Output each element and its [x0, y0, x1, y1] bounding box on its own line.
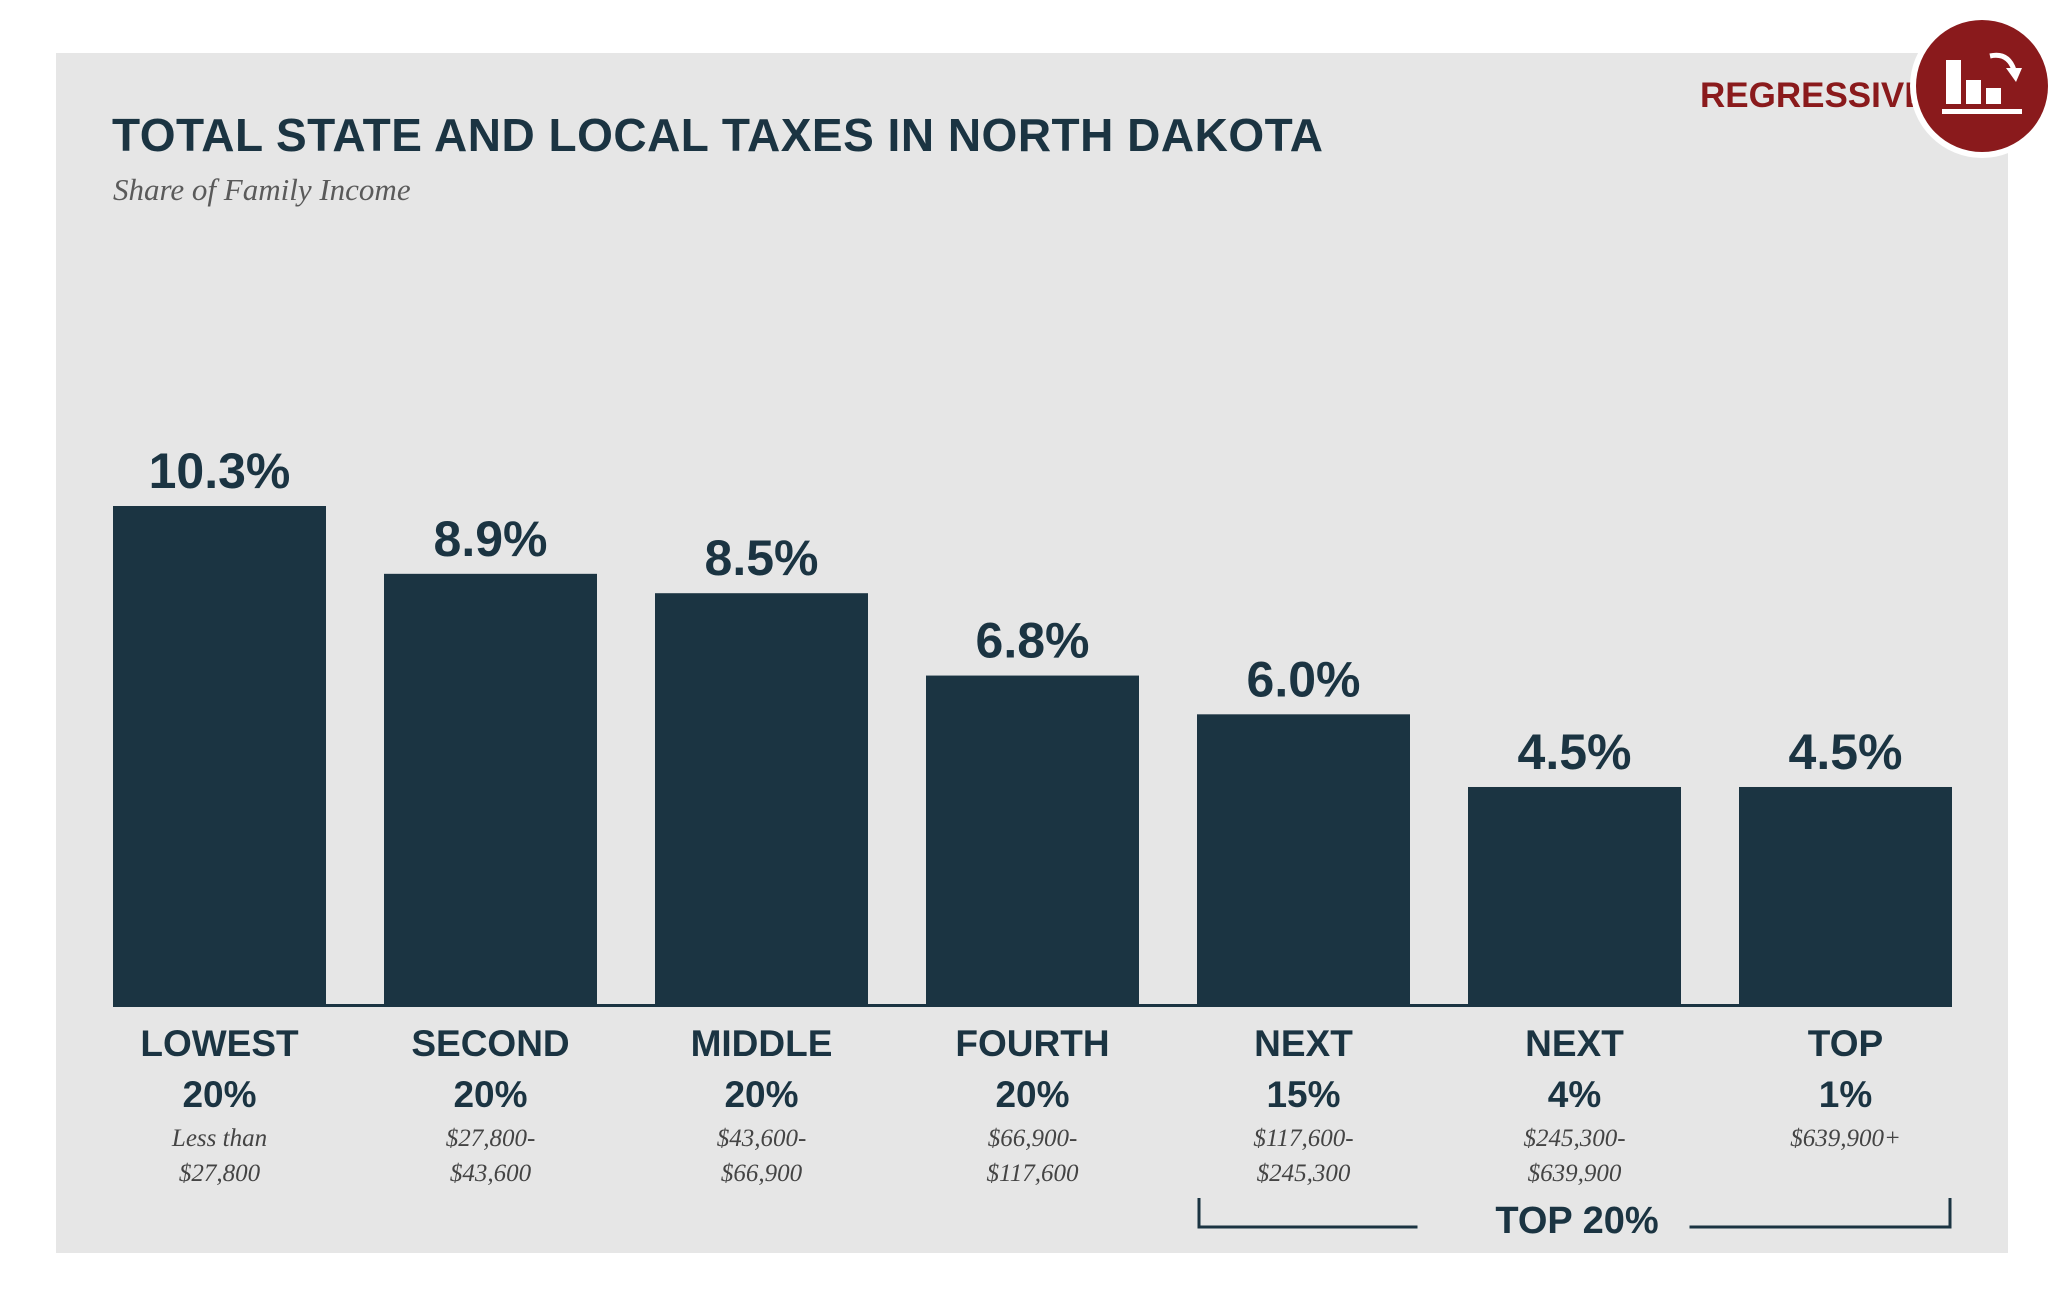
category-share-6: 4% — [1548, 1074, 1601, 1115]
bar-1 — [113, 506, 326, 1005]
regressive-bar-chart-icon — [1910, 14, 2054, 158]
regressive-label: REGRESSIVE — [1700, 76, 1928, 115]
value-label-7: 4.5% — [1789, 724, 1903, 780]
income-range-line1-4: $66,900- — [988, 1125, 1078, 1152]
category-label-7: TOP — [1808, 1023, 1883, 1064]
bar-7 — [1739, 786, 1952, 1005]
value-label-6: 4.5% — [1518, 724, 1632, 780]
bar-3 — [655, 593, 868, 1005]
income-range-line2-3: $66,900 — [721, 1160, 803, 1187]
category-share-4: 20% — [995, 1074, 1069, 1115]
income-range-line1-1: Less than — [171, 1125, 267, 1152]
value-label-4: 6.8% — [976, 613, 1090, 669]
value-label-3: 8.5% — [705, 530, 819, 586]
category-share-5: 15% — [1266, 1074, 1340, 1115]
value-label-1: 10.3% — [149, 443, 291, 499]
category-label-1: LOWEST — [140, 1023, 299, 1064]
bar-2 — [384, 573, 597, 1005]
category-share-2: 20% — [453, 1074, 527, 1115]
income-range-line1-5: $117,600- — [1253, 1125, 1353, 1152]
category-label-2: SECOND — [411, 1023, 569, 1064]
top-20-bracket-left — [1197, 1198, 1418, 1229]
category-share-7: 1% — [1819, 1074, 1872, 1115]
category-share-3: 20% — [724, 1074, 798, 1115]
category-share-1: 20% — [182, 1074, 256, 1115]
income-range-line1-3: $43,600- — [717, 1125, 807, 1152]
category-label-5: NEXT — [1254, 1023, 1353, 1064]
chart-title: TOTAL STATE AND LOCAL TAXES IN NORTH DAK… — [112, 109, 1324, 161]
bar-4 — [926, 675, 1139, 1005]
income-range-line2-2: $43,600 — [450, 1160, 532, 1187]
category-label-6: NEXT — [1525, 1023, 1624, 1064]
chart-panel — [56, 53, 2008, 1253]
value-label-5: 6.0% — [1247, 651, 1361, 707]
top-20-bracket-right — [1689, 1198, 1952, 1229]
income-range-line2-4: $117,600 — [987, 1160, 1079, 1187]
income-range-line1-6: $245,300- — [1523, 1125, 1625, 1152]
income-range-line1-2: $27,800- — [446, 1125, 536, 1152]
value-label-2: 8.9% — [434, 511, 548, 567]
chart-subtitle: Share of Family Income — [113, 172, 411, 207]
bar-6 — [1468, 786, 1681, 1005]
income-range-line2-5: $245,300 — [1257, 1160, 1351, 1187]
category-label-3: MIDDLE — [691, 1023, 833, 1064]
bar-5 — [1197, 714, 1410, 1005]
category-label-4: FOURTH — [955, 1023, 1109, 1064]
top-20-bracket-label: TOP 20% — [1495, 1200, 1659, 1242]
income-range-line2-6: $639,900 — [1528, 1160, 1622, 1187]
income-range-line1-7: $639,900+ — [1790, 1125, 1901, 1152]
income-range-line2-1: $27,800 — [179, 1160, 261, 1187]
